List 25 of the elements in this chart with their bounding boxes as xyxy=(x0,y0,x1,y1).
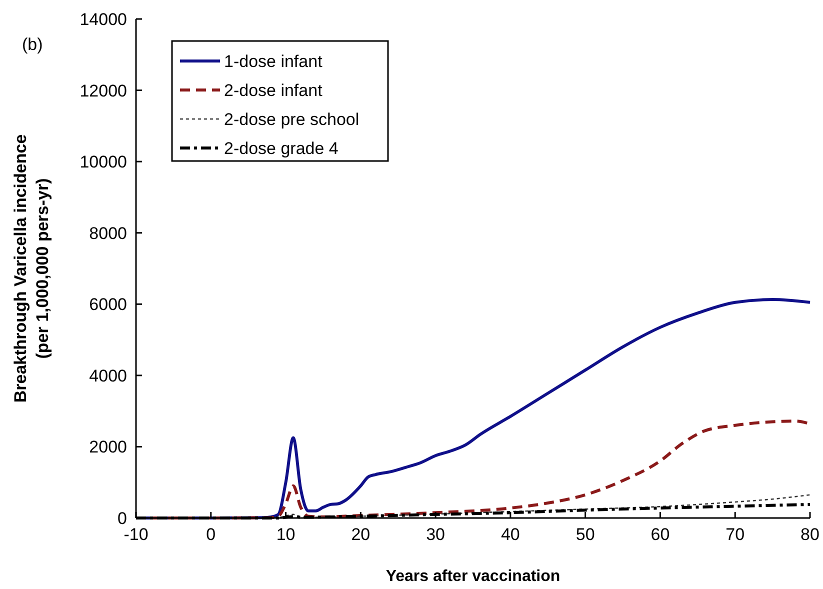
legend-label: 2-dose pre school xyxy=(224,110,360,129)
y-tick-label: 4000 xyxy=(89,366,127,386)
x-tick-label: 70 xyxy=(726,525,745,544)
y-tick-label: 2000 xyxy=(89,438,127,457)
y-tick-label: 0 xyxy=(118,509,127,528)
x-tick-label: 30 xyxy=(426,525,446,544)
y-axis-title: Breakthrough Varicella incidence (per 1,000,000 pers-yr) xyxy=(11,134,52,403)
legend-label: 1-dose infant xyxy=(224,52,323,71)
x-tick-label: 40 xyxy=(500,525,520,544)
x-tick-label: 20 xyxy=(351,525,370,544)
y-tick-label: 6000 xyxy=(89,295,127,314)
y-tick-label: 10000 xyxy=(80,152,127,172)
y-tick-label: 8000 xyxy=(89,224,127,243)
text: (b) xyxy=(22,35,43,54)
x-tick-label: 80 xyxy=(800,525,820,544)
x-tick-label: 50 xyxy=(576,525,595,544)
x-tick-label: -10 xyxy=(124,525,148,544)
x-tick-label: 60 xyxy=(650,525,670,544)
x-axis-title: Years after vaccination xyxy=(386,568,560,585)
y-tick-label: 14000 xyxy=(80,10,127,29)
x-tick-label: 10 xyxy=(276,525,296,544)
x-tick-label: 0 xyxy=(206,525,216,544)
legend-label: 2-dose infant xyxy=(224,81,323,100)
y-tick-label: 12000 xyxy=(80,81,127,100)
legend-label: 2-dose grade 4 xyxy=(224,139,338,158)
